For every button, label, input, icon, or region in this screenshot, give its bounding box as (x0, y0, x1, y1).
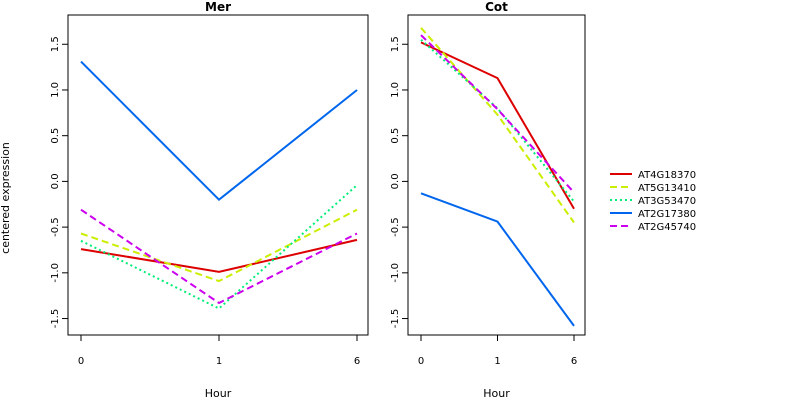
y-tick-label: -1.5 (390, 309, 401, 329)
legend-label: AT4G18370 (638, 170, 696, 181)
series-line-at3g53470 (80, 184, 358, 310)
series-line-at2g45740 (420, 34, 575, 194)
y-tick-label: 1.0 (390, 82, 401, 98)
y-tick-label: 0.0 (390, 173, 401, 189)
y-tick-label: -0.5 (50, 217, 61, 237)
series-line-at2g45740 (80, 208, 358, 305)
y-tick-label: -1.5 (50, 309, 61, 329)
x-tick-label: 1 (216, 356, 222, 367)
x-axis-label: Hour (483, 387, 510, 400)
panel-title: Cot (485, 0, 508, 14)
plot-frame (407, 14, 586, 336)
y-tick-label: 1.5 (390, 36, 401, 52)
series-line-at3g53470 (420, 38, 575, 203)
y-tick-label: 1.0 (50, 82, 61, 98)
legend-item: AT2G45740 (610, 222, 696, 233)
series-line-at4g18370 (420, 41, 575, 210)
y-tick-label: -1.0 (50, 263, 61, 283)
y-tick-label: 0.0 (50, 173, 61, 189)
panel-title: Mer (205, 0, 231, 14)
series-line-at5g13410 (80, 208, 358, 283)
chart-legend: AT4G18370 AT5G13410 AT3G53470 AT2G17380 AT2G… (610, 170, 696, 233)
y-tick-label: 1.5 (50, 36, 61, 52)
legend-label: AT5G13410 (638, 183, 696, 194)
legend-label: AT2G45740 (638, 222, 696, 233)
legend-item: AT2G17380 (610, 209, 696, 220)
y-tick-label: -0.5 (390, 217, 401, 237)
x-tick-label: 0 (418, 356, 424, 367)
x-axis-label: Hour (205, 387, 232, 400)
x-tick-label: 6 (571, 356, 577, 367)
legend-item: AT5G13410 (610, 183, 696, 194)
series-line-at4g18370 (80, 238, 358, 273)
series-line-at5g13410 (420, 27, 575, 224)
y-tick-label: -1.0 (390, 263, 401, 283)
panel-cot: Cot -1.5 -1.0 -0.5 0.0 0.5 1.0 1.5 0 1 6 Hour (390, 0, 586, 400)
chart-panels: Mer -1.5 -1.0 -0.5 0.0 0.5 1.0 1.5 0 1 6 Hour Cot -1.… (50, 0, 586, 400)
legend-item: AT3G53470 (610, 196, 696, 207)
legend-label: AT3G53470 (638, 196, 696, 207)
x-tick-label: 0 (78, 356, 84, 367)
panel-mer: Mer -1.5 -1.0 -0.5 0.0 0.5 1.0 1.5 0 1 6 Hour (50, 0, 369, 400)
plot-frame (67, 14, 369, 336)
series-line-at2g17380 (420, 192, 575, 327)
x-tick-label: 6 (354, 356, 360, 367)
legend-label: AT2G17380 (638, 209, 696, 220)
y-tick-label: 0.5 (390, 128, 401, 144)
legend-item: AT4G18370 (610, 170, 696, 181)
x-tick-label: 1 (494, 356, 500, 367)
y-axis-label: centered expression (0, 142, 12, 254)
series-line-at2g17380 (80, 60, 358, 202)
y-tick-label: 0.5 (50, 128, 61, 144)
